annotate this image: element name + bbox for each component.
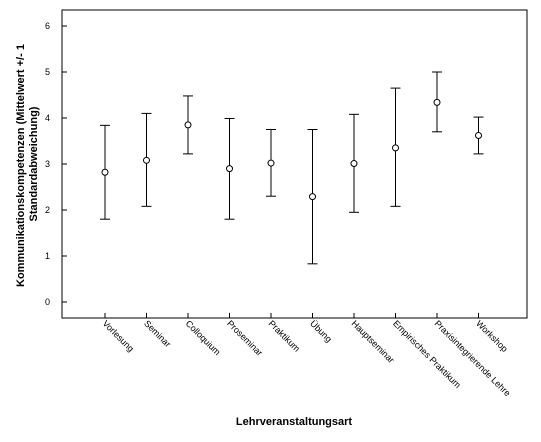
y-axis-title-line1: Kommunikationskompetenzen (Mittelwert +/… — [15, 44, 27, 287]
mean-marker-9 — [475, 131, 482, 139]
y-tick-label-3: 3 — [45, 159, 50, 169]
y-axis: 0 1 2 3 4 5 6 — [45, 21, 67, 307]
mean-marker-1 — [143, 156, 150, 164]
y-tick-label-5: 5 — [45, 67, 50, 77]
x-tick-label-2: Colloquium — [184, 318, 223, 357]
x-tick-label-8: Praxisintegrierende Lehre — [433, 318, 513, 398]
x-tick-label-6: Hauptseminar — [350, 318, 397, 365]
x-axis-title: Lehrveranstaltungsart — [236, 416, 352, 428]
y-tick-label-4: 4 — [45, 113, 50, 123]
y-axis-title-line2: Standardabweichung) — [28, 106, 40, 221]
y-tick-label-1: 1 — [45, 251, 50, 261]
mean-marker-8 — [433, 98, 441, 106]
y-tick-label-6: 6 — [45, 21, 50, 31]
x-axis: Vorlesung Seminar Colloquium Proseminar Prak… — [101, 313, 513, 398]
y-tick-label-2: 2 — [45, 205, 50, 215]
mean-marker-5 — [309, 193, 316, 201]
mean-marker-3 — [226, 165, 233, 173]
mean-marker-2 — [184, 121, 192, 129]
mean-marker-7 — [392, 144, 399, 152]
x-tick-label-9: Workshop — [474, 318, 510, 354]
mean-marker-6 — [350, 160, 358, 168]
mean-marker-4 — [267, 159, 275, 167]
x-tick-label-1: Seminar — [142, 318, 173, 349]
mean-marker-0 — [101, 168, 109, 176]
error-bars — [100, 71, 484, 265]
x-tick-label-3: Proseminar — [225, 318, 265, 358]
y-axis-title: Kommunikationskompetenzen (Mittelwert +/… — [15, 41, 40, 287]
x-tick-label-0: Vorlesung — [101, 318, 136, 353]
y-tick-label-0: 0 — [45, 297, 50, 307]
x-tick-label-4: Praktikum — [267, 318, 302, 353]
x-tick-label-7: Empirisches Praktikum — [391, 318, 463, 390]
x-tick-label-5: Übung — [308, 318, 334, 344]
plot-frame — [61, 9, 528, 319]
